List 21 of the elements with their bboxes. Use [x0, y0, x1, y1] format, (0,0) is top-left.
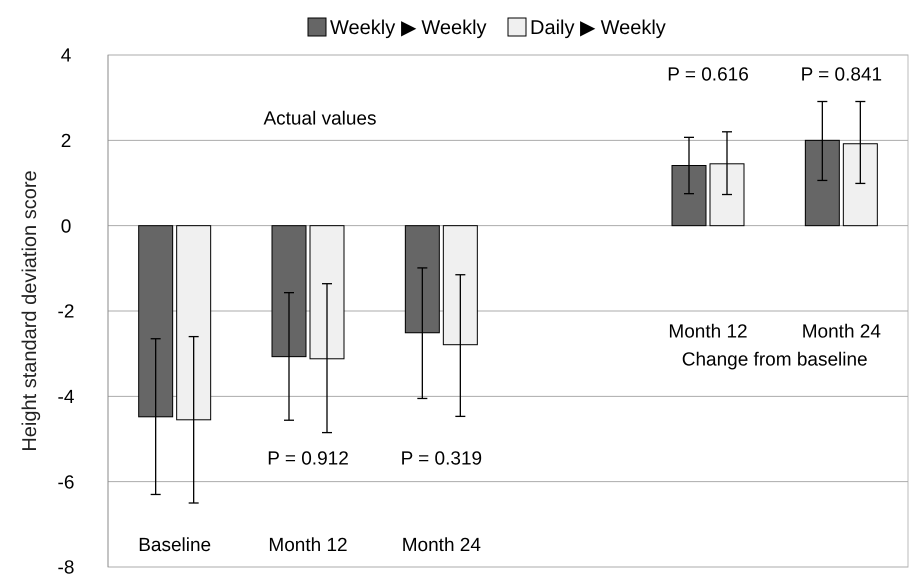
x-tick-label: Month 12 — [268, 535, 348, 556]
annotation: P = 0.616 — [667, 64, 749, 86]
annotation: Change from baseline — [682, 350, 868, 371]
y-tick-label: -6 — [58, 472, 74, 494]
y-tick-label: -8 — [58, 558, 74, 578]
annotation: P = 0.319 — [400, 448, 482, 470]
y-tick-label: 0 — [60, 216, 72, 238]
y-tick-label: -2 — [58, 302, 74, 323]
y-axis-title: Height standard deviation score — [19, 170, 41, 452]
y-tick-label: -4 — [58, 386, 75, 408]
legend-label: Daily ▶ Weekly — [530, 17, 666, 39]
x-tick-label: Month 24 — [802, 322, 882, 343]
x-tick-label: Month 12 — [668, 322, 748, 343]
y-tick-label: 2 — [60, 130, 72, 152]
legend-label: Weekly ▶ Weekly — [330, 17, 487, 39]
x-tick-label: Month 24 — [402, 535, 482, 556]
y-tick-label: 4 — [60, 46, 72, 67]
annotation: P = 0.912 — [267, 448, 349, 470]
x-tick-label: Baseline — [138, 535, 212, 556]
annotation: Actual values — [263, 108, 377, 130]
annotation: P = 0.841 — [800, 64, 882, 86]
